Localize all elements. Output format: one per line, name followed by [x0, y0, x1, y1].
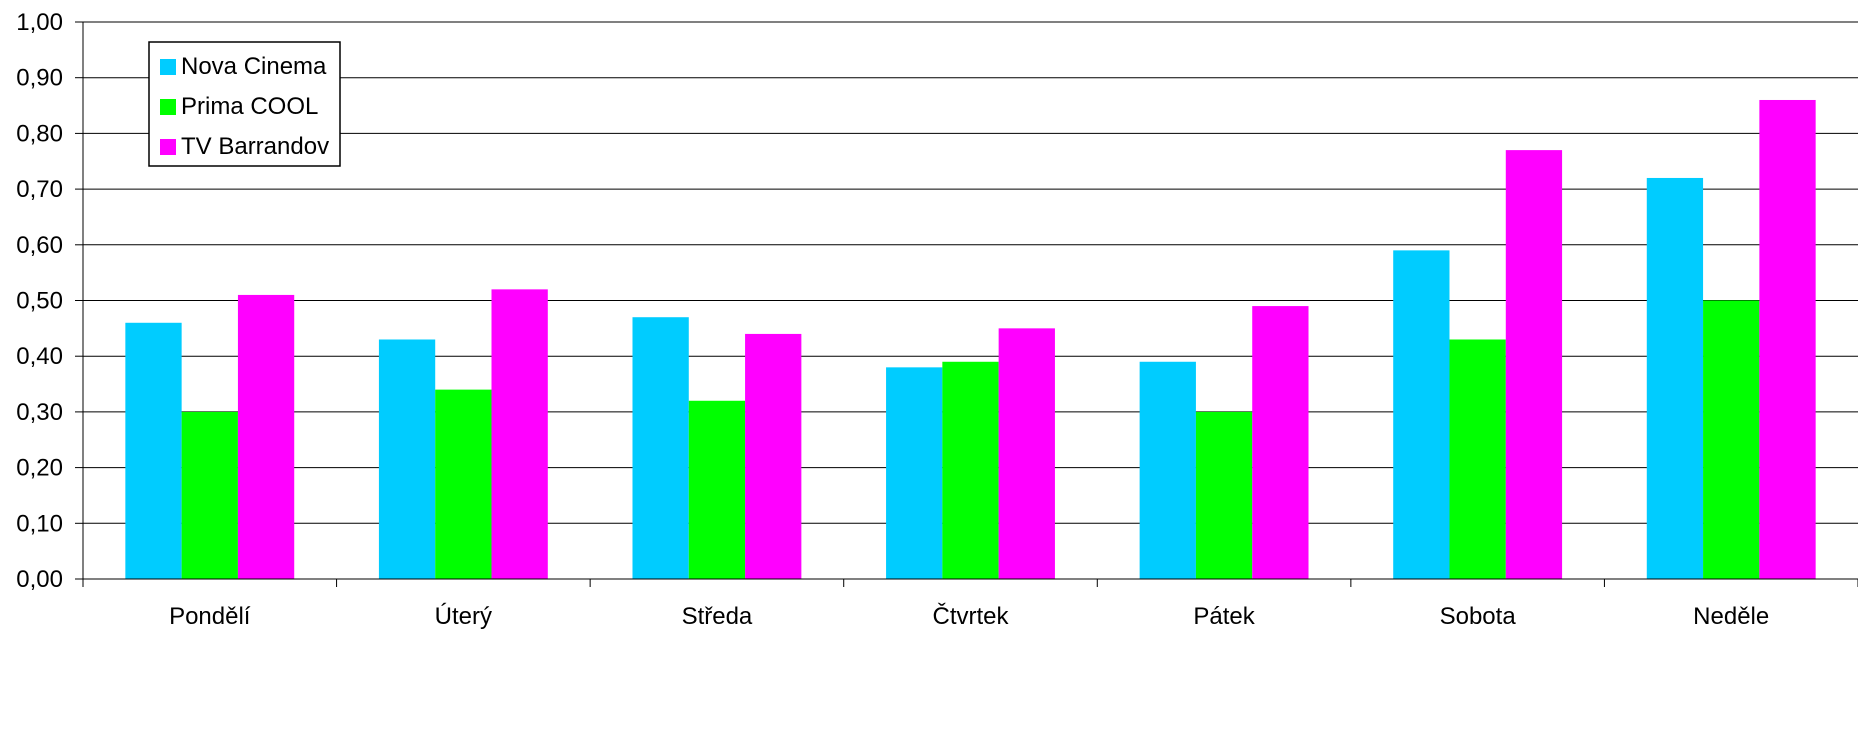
bar: [237, 294, 295, 579]
x-tick-label: Čtvrtek: [932, 602, 1009, 630]
bar: [998, 328, 1055, 579]
gridlines: [83, 21, 1858, 524]
x-tick-label: Středa: [682, 603, 753, 630]
x-tick-labels: Pondělí Úterý Středa Čtvrtek Pátek Sobota Nedě…: [169, 602, 1769, 630]
y-tick-label: 0,20: [16, 455, 63, 482]
bar: [1505, 150, 1563, 580]
bar: [491, 289, 548, 579]
x-tick-label: Neděle: [1693, 603, 1769, 630]
bar: [632, 317, 689, 579]
x-tick-label: Pondělí: [169, 603, 251, 630]
legend-swatch: [160, 99, 176, 115]
y-tick-label: 0,30: [16, 399, 63, 426]
x-tick-label: Pátek: [1193, 603, 1255, 630]
bar: [435, 389, 492, 579]
legend-label: TV Barrandov: [181, 133, 329, 160]
y-tick-labels: 0,00 0,10 0,20 0,30 0,40 0,50 0,60 0,70 0,80 0,90…: [16, 9, 63, 593]
bar: [1759, 99, 1816, 579]
y-tick-label: 0,50: [16, 288, 63, 315]
bar: [1195, 411, 1253, 579]
legend-box: [148, 41, 341, 167]
legend: Nova Cinema Prima COOL TV Barrandov: [148, 41, 341, 167]
bar: [1139, 361, 1196, 579]
legend-swatch: [160, 59, 176, 75]
x-tick-label: Úterý: [435, 603, 492, 630]
y-tick-label: 1,00: [16, 9, 63, 36]
bar: [1393, 250, 1450, 579]
bar: [1252, 306, 1309, 579]
y-tick-label: 0,60: [16, 232, 63, 259]
bar: [1449, 339, 1506, 579]
y-tick-label: 0,80: [16, 120, 63, 147]
legend-swatch: [160, 139, 176, 155]
y-tick-label: 0,00: [16, 566, 63, 593]
bar: [125, 322, 182, 579]
legend-label: Prima COOL: [181, 93, 318, 120]
y-tick-label: 0,10: [16, 510, 63, 537]
bar: [1646, 177, 1704, 579]
bars: [125, 99, 1816, 580]
bar: [745, 333, 802, 579]
legend-label: Nova Cinema: [181, 53, 327, 80]
y-tick-label: 0,70: [16, 176, 63, 203]
axes: [75, 21, 1858, 587]
bar: [886, 367, 943, 579]
bar: [942, 361, 999, 579]
bar: [181, 411, 238, 579]
bar: [1703, 300, 1760, 579]
bar: [688, 400, 746, 579]
bar: [378, 339, 436, 579]
y-tick-label: 0,90: [16, 65, 63, 92]
x-tick-label: Sobota: [1440, 603, 1517, 630]
y-tick-label: 0,40: [16, 343, 63, 370]
